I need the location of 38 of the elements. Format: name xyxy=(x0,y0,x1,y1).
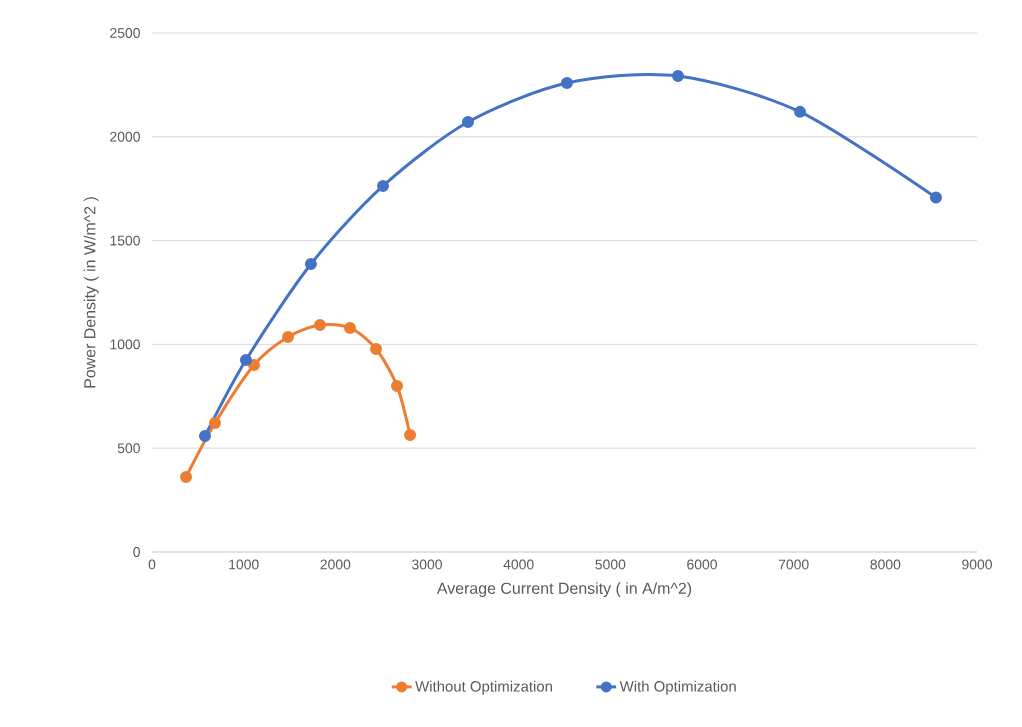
point xyxy=(282,330,295,343)
point xyxy=(304,258,317,271)
point xyxy=(377,179,390,192)
y-tick-label: 1500 xyxy=(110,235,140,246)
point xyxy=(248,358,261,371)
y-tick-label: 2500 xyxy=(110,28,140,38)
point xyxy=(208,417,221,430)
point xyxy=(180,471,193,484)
y-tick-label: 2000 xyxy=(110,131,140,142)
point xyxy=(929,191,942,204)
point xyxy=(461,116,474,129)
x-tick-label: 8000 xyxy=(870,559,901,570)
legend-label: With Optimization xyxy=(619,680,736,695)
point xyxy=(404,428,417,441)
x-tick-label: 1000 xyxy=(229,559,259,570)
point xyxy=(560,77,573,90)
point xyxy=(314,319,327,332)
point xyxy=(239,353,252,366)
y-axis-title: Power Density ( in W/m^2 ) xyxy=(83,197,99,388)
x-tick-label: 7000 xyxy=(778,559,809,570)
point xyxy=(671,69,684,82)
y-tick-label: 0 xyxy=(133,547,140,557)
legend-label: Without Optimization xyxy=(415,680,552,695)
x-tick-label: 0 xyxy=(148,559,156,570)
x-axis-title: Average Current Density ( in A/m^2) xyxy=(436,582,692,598)
y-tick-label: 500 xyxy=(117,443,140,454)
y-tick-label: 1000 xyxy=(110,339,140,350)
point xyxy=(370,342,383,355)
x-tick-label: 3000 xyxy=(412,559,442,570)
x-tick-label: 6000 xyxy=(687,559,717,570)
x-tick-label: 5000 xyxy=(595,559,626,570)
point xyxy=(198,429,211,442)
x-tick-label: 9000 xyxy=(962,559,992,570)
point xyxy=(391,379,404,392)
x-tick-label: 4000 xyxy=(503,559,534,570)
point xyxy=(344,321,357,334)
x-tick-label: 2000 xyxy=(320,559,351,570)
point xyxy=(794,105,806,118)
